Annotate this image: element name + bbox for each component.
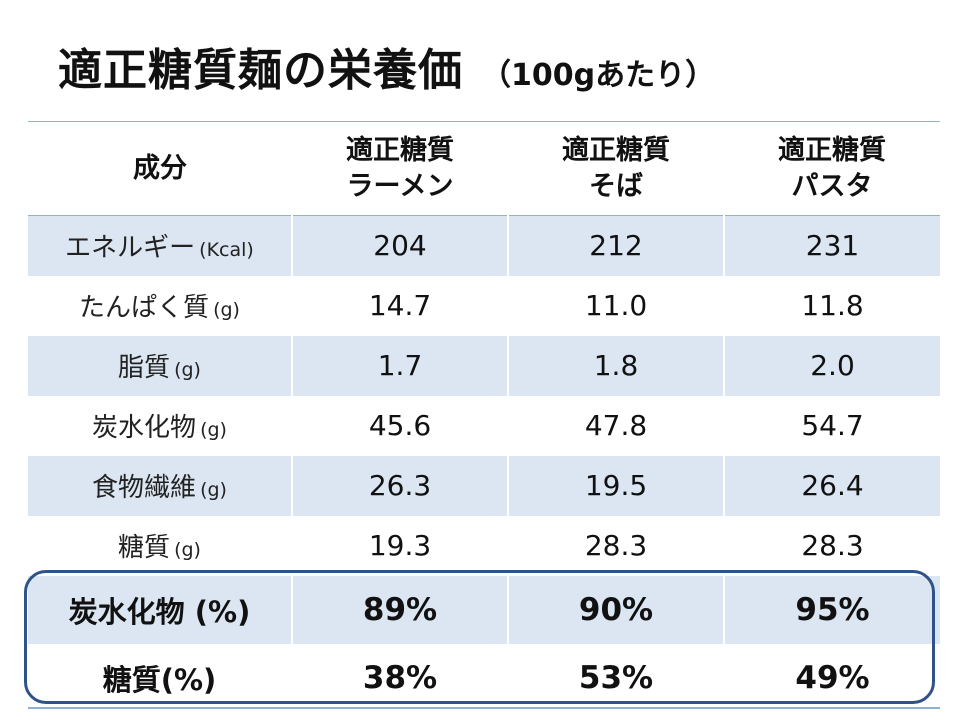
cell-value: 47.8 xyxy=(507,395,724,456)
cell-value: 54.7 xyxy=(723,395,940,456)
header-pasta-line2: パスタ xyxy=(791,170,873,202)
row-label-text: 炭水化物 xyxy=(92,413,197,443)
row-label: 脂質 (g) xyxy=(28,335,292,396)
row-label: エネルギー (Kcal) xyxy=(28,215,292,276)
cell-value: 26.3 xyxy=(291,455,508,516)
title-subtitle: （100gあたり） xyxy=(481,58,716,93)
cell-value: 49% xyxy=(723,643,940,712)
table-header-row: 成分 適正糖質 ラーメン 適正糖質 そば 適正糖質 パスタ xyxy=(28,121,940,216)
title-main: 適正糖質麺の栄養価 xyxy=(58,45,463,96)
cell-value: 11.8 xyxy=(723,275,940,336)
cell-value: 89% xyxy=(291,575,508,644)
row-label-text: 糖質 xyxy=(118,533,171,563)
row-label: 糖質 (g) xyxy=(28,515,292,576)
header-component: 成分 xyxy=(28,121,292,216)
cell-value: 2.0 xyxy=(723,335,940,396)
row-label: 炭水化物 (g) xyxy=(28,395,292,456)
row-unit: (g) xyxy=(213,299,240,321)
cell-value: 1.7 xyxy=(291,335,508,396)
table-row: エネルギー (Kcal) 204 212 231 xyxy=(28,215,940,276)
row-unit: (g) xyxy=(200,479,227,501)
row-label: 食物繊維 (g) xyxy=(28,455,292,516)
header-soba-line1: 適正糖質 xyxy=(562,134,670,166)
cell-value: 212 xyxy=(507,215,724,276)
table-row: 炭水化物 (g) 45.6 47.8 54.7 xyxy=(28,395,940,456)
header-ramen-line1: 適正糖質 xyxy=(346,134,454,166)
cell-value: 28.3 xyxy=(723,515,940,576)
row-label-text: エネルギー xyxy=(65,233,196,264)
highlight-row-label: 炭水化物 (%) xyxy=(28,575,292,644)
cell-value: 19.3 xyxy=(291,515,508,576)
table-row: 脂質 (g) 1.7 1.8 2.0 xyxy=(28,335,940,396)
page-title: 適正糖質麺の栄養価 （100gあたり） xyxy=(58,34,716,96)
cell-value: 231 xyxy=(723,215,940,276)
cell-value: 1.8 xyxy=(507,335,724,396)
header-soba-line2: そば xyxy=(589,170,643,202)
cell-value: 11.0 xyxy=(507,275,724,336)
cell-value: 95% xyxy=(723,575,940,644)
header-ramen-line2: ラーメン xyxy=(346,170,454,202)
row-label: たんぱく質 (g) xyxy=(28,275,292,336)
table-row: 糖質 (g) 19.3 28.3 28.3 xyxy=(28,515,940,576)
row-unit: (g) xyxy=(174,539,201,561)
bottom-rule xyxy=(28,707,940,709)
cell-value: 204 xyxy=(291,215,508,276)
cell-value: 28.3 xyxy=(507,515,724,576)
cell-value: 14.7 xyxy=(291,275,508,336)
cell-value: 45.6 xyxy=(291,395,508,456)
cell-value: 26.4 xyxy=(723,455,940,516)
cell-value: 38% xyxy=(291,643,508,712)
highlight-row-label: 糖質(%) xyxy=(28,643,292,712)
highlight-row: 炭水化物 (%) 89% 90% 95% xyxy=(28,575,940,644)
cell-value: 90% xyxy=(507,575,724,644)
row-label-text: 食物繊維 xyxy=(92,473,197,503)
nutrition-table: 成分 適正糖質 ラーメン 適正糖質 そば 適正糖質 パスタ エネルギー (Kcal… xyxy=(28,121,940,712)
header-ramen: 適正糖質 ラーメン xyxy=(292,121,508,216)
row-label-text: たんぱく質 xyxy=(79,293,210,323)
row-unit: (g) xyxy=(174,359,201,381)
header-pasta: 適正糖質 パスタ xyxy=(724,121,940,216)
table-row: たんぱく質 (g) 14.7 11.0 11.8 xyxy=(28,275,940,336)
row-unit: (g) xyxy=(200,419,227,441)
row-unit: (Kcal) xyxy=(199,239,254,262)
cell-value: 53% xyxy=(507,643,724,712)
header-pasta-line1: 適正糖質 xyxy=(778,134,886,166)
cell-value: 19.5 xyxy=(507,455,724,516)
header-soba: 適正糖質 そば xyxy=(508,121,724,216)
row-label-text: 脂質 xyxy=(118,353,171,383)
table-row: 食物繊維 (g) 26.3 19.5 26.4 xyxy=(28,455,940,516)
highlight-row: 糖質(%) 38% 53% 49% xyxy=(28,643,940,712)
